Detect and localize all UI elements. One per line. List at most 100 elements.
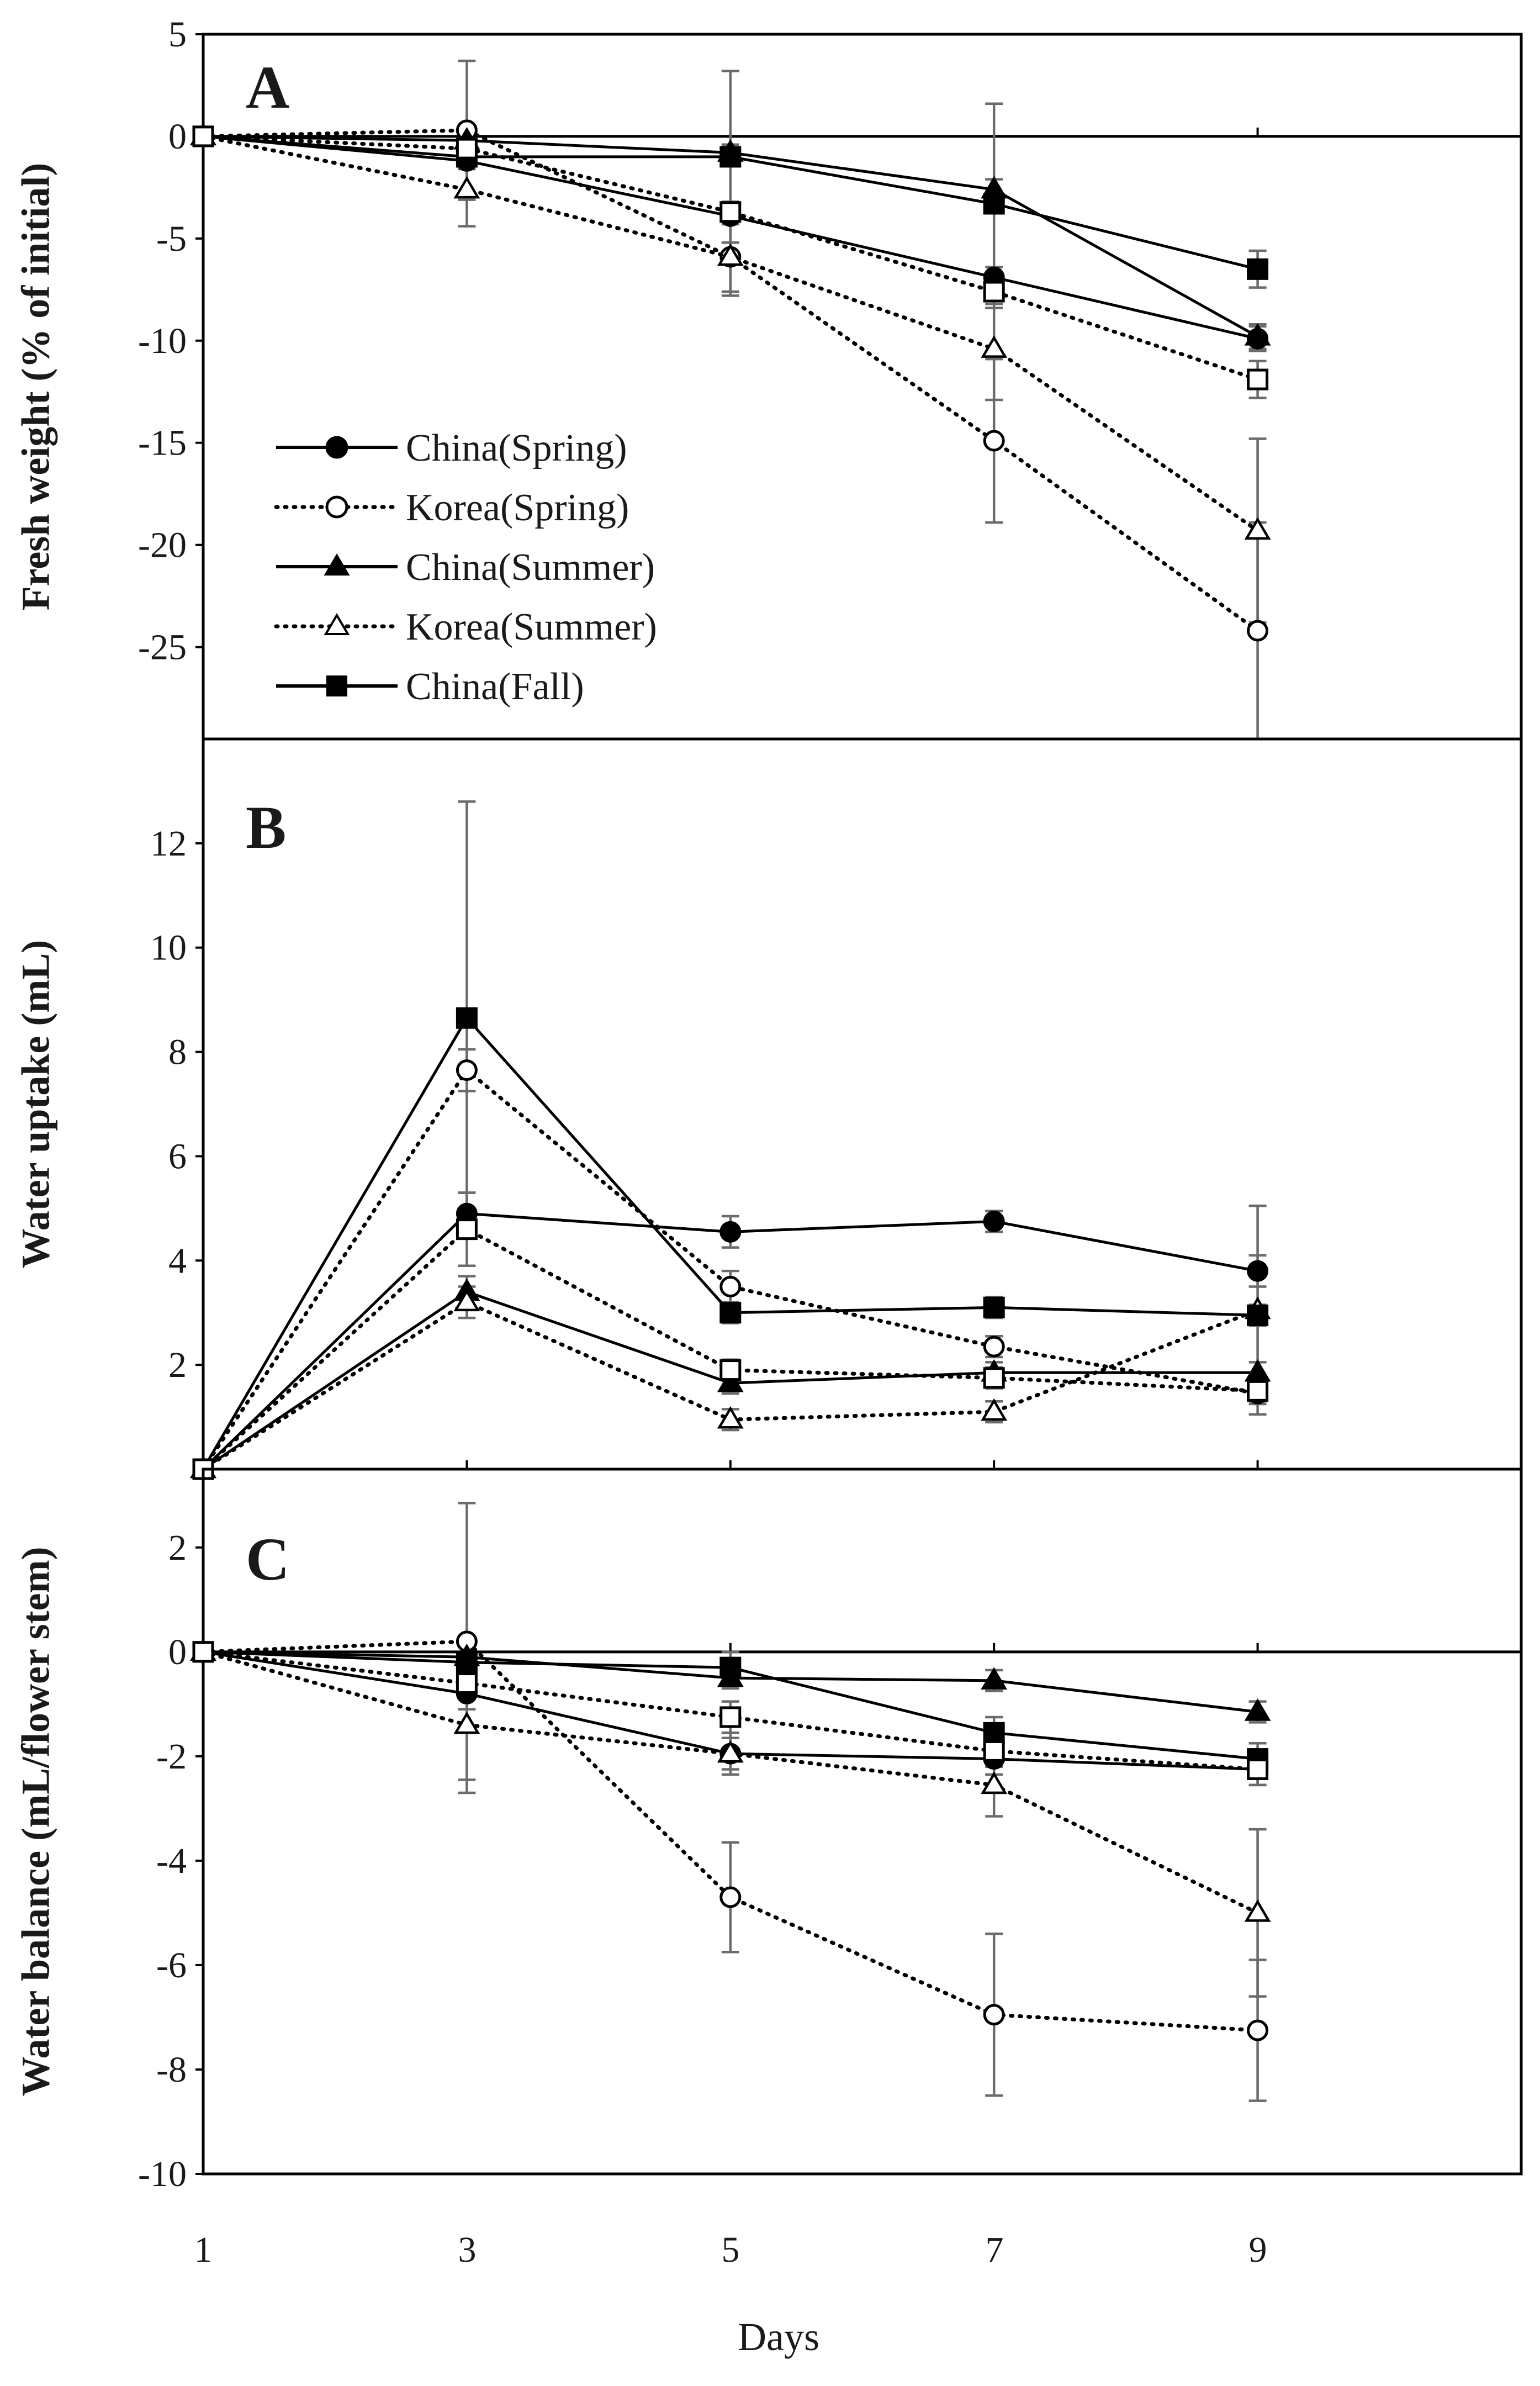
error-bars bbox=[458, 800, 1267, 1327]
data-point bbox=[717, 1406, 744, 1429]
legend-marker bbox=[326, 675, 347, 696]
data-point bbox=[717, 1740, 744, 1763]
data-point bbox=[983, 1367, 1005, 1389]
data-point bbox=[719, 201, 742, 223]
data-point bbox=[1247, 620, 1269, 642]
data-point bbox=[1247, 1758, 1269, 1780]
y-tick-label: -10 bbox=[138, 2154, 187, 2194]
y-tick-label: 12 bbox=[150, 824, 187, 864]
panel-letter: C bbox=[246, 1525, 289, 1593]
data-point bbox=[1247, 1304, 1269, 1326]
data-point bbox=[719, 1221, 742, 1243]
data-point bbox=[983, 1296, 1005, 1318]
y-axis-label: Water uptake (mL) bbox=[14, 940, 58, 1269]
y-tick-label: 0 bbox=[168, 117, 187, 157]
data-point bbox=[983, 1210, 1005, 1232]
error-bars bbox=[458, 70, 1267, 305]
y-tick-label: -2 bbox=[156, 1736, 187, 1777]
legend-marker bbox=[325, 495, 348, 519]
data-point bbox=[719, 1276, 742, 1297]
data-point bbox=[192, 1641, 214, 1663]
y-tick-label: -15 bbox=[138, 423, 187, 463]
panel-letter: B bbox=[246, 794, 286, 861]
data-point bbox=[983, 430, 1005, 452]
panel-A: 5 0 -5 -10 -15 -20 -25 A Fresh weight (% of init… bbox=[14, 14, 1523, 741]
y-axis-label: Water balance (mL/flower stem) bbox=[14, 1546, 58, 2096]
data-point bbox=[719, 1886, 742, 1908]
y-tick-label: 2 bbox=[168, 1345, 187, 1385]
data-point bbox=[983, 1335, 1005, 1358]
data-point bbox=[719, 1302, 742, 1324]
data-point bbox=[453, 1289, 480, 1312]
series-line bbox=[201, 134, 1260, 382]
y-tick-label: 2 bbox=[168, 1528, 187, 1568]
data-point bbox=[456, 1672, 478, 1695]
data-point bbox=[719, 1359, 742, 1381]
data-point bbox=[456, 1059, 478, 1081]
y-tick-label: 4 bbox=[168, 1240, 187, 1281]
legend-marker bbox=[324, 613, 350, 635]
series bbox=[192, 1641, 1269, 1780]
data-point bbox=[983, 1722, 1005, 1744]
plot-frame bbox=[202, 737, 1523, 1471]
series bbox=[192, 125, 1269, 390]
series bbox=[192, 1218, 1269, 1480]
series-line bbox=[201, 1639, 1260, 2033]
plot-frame bbox=[202, 1468, 1523, 2176]
data-point bbox=[192, 125, 214, 147]
error-bars bbox=[458, 1666, 1267, 1787]
data-point bbox=[456, 1007, 478, 1029]
error-bars bbox=[458, 1502, 1267, 2102]
legend-label: China(Summer) bbox=[406, 546, 655, 589]
legend-label: China(Fall) bbox=[406, 666, 584, 708]
data-point bbox=[1247, 368, 1269, 390]
data-point bbox=[1244, 323, 1271, 346]
y-tick-label: 5 bbox=[168, 14, 187, 55]
x-axis-tick-labels: 1 3 5 7 9 bbox=[194, 2230, 1267, 2270]
legend: China(Spring) Korea(Spring) China(Summer… bbox=[274, 427, 657, 708]
legend-item: China(Fall) bbox=[276, 666, 584, 708]
error-bars bbox=[458, 1645, 1267, 1724]
error-bars bbox=[458, 1191, 1267, 1403]
error-bars bbox=[458, 1656, 1267, 1998]
data-point bbox=[456, 138, 478, 160]
error-bars bbox=[458, 1275, 1267, 1395]
legend-label: Korea(Summer) bbox=[406, 606, 657, 648]
y-tick-label: -5 bbox=[156, 219, 187, 259]
y-tick-label: 0 bbox=[168, 1632, 187, 1672]
y-tick-label: 6 bbox=[168, 1136, 187, 1176]
x-tick-label: 9 bbox=[1249, 2230, 1267, 2270]
data-point bbox=[983, 1740, 1005, 1762]
y-tick-label: -8 bbox=[156, 2050, 187, 2090]
data-point bbox=[1244, 1899, 1271, 1922]
data-point bbox=[983, 281, 1005, 303]
x-axis-label: Days bbox=[738, 2315, 819, 2359]
legend-marker bbox=[325, 436, 348, 459]
data-point bbox=[717, 1369, 744, 1392]
data-point bbox=[1247, 2019, 1269, 2041]
data-point bbox=[453, 176, 480, 199]
data-point bbox=[981, 1771, 1008, 1794]
data-point bbox=[1244, 1698, 1271, 1721]
panel-letter: A bbox=[246, 54, 289, 121]
y-tick-label: -6 bbox=[156, 1945, 187, 1986]
series-line bbox=[201, 1227, 1260, 1471]
legend-item: Korea(Summer) bbox=[274, 606, 657, 648]
legend-label: Korea(Spring) bbox=[406, 487, 629, 529]
panel-B: 2 4 6 8 10 12 B Water uptake (mL) bbox=[14, 737, 1523, 1480]
data-point bbox=[981, 1667, 1008, 1690]
legend-item: Korea(Spring) bbox=[274, 487, 629, 529]
panel-C: 2 0 -2 -4 -6 -8 -10 C Water balance (mL/flower s… bbox=[14, 1468, 1523, 2194]
data-point bbox=[1247, 1260, 1269, 1282]
x-tick-label: 1 bbox=[194, 2230, 213, 2270]
data-point bbox=[983, 193, 1005, 215]
data-point bbox=[719, 146, 742, 168]
data-point bbox=[453, 1711, 480, 1734]
x-tick-label: 3 bbox=[458, 2230, 477, 2270]
data-point bbox=[1244, 1359, 1271, 1382]
data-point bbox=[1247, 258, 1269, 280]
x-tick-label: 7 bbox=[986, 2230, 1004, 2270]
x-tick-label: 5 bbox=[722, 2230, 740, 2270]
legend-marker bbox=[324, 553, 350, 576]
